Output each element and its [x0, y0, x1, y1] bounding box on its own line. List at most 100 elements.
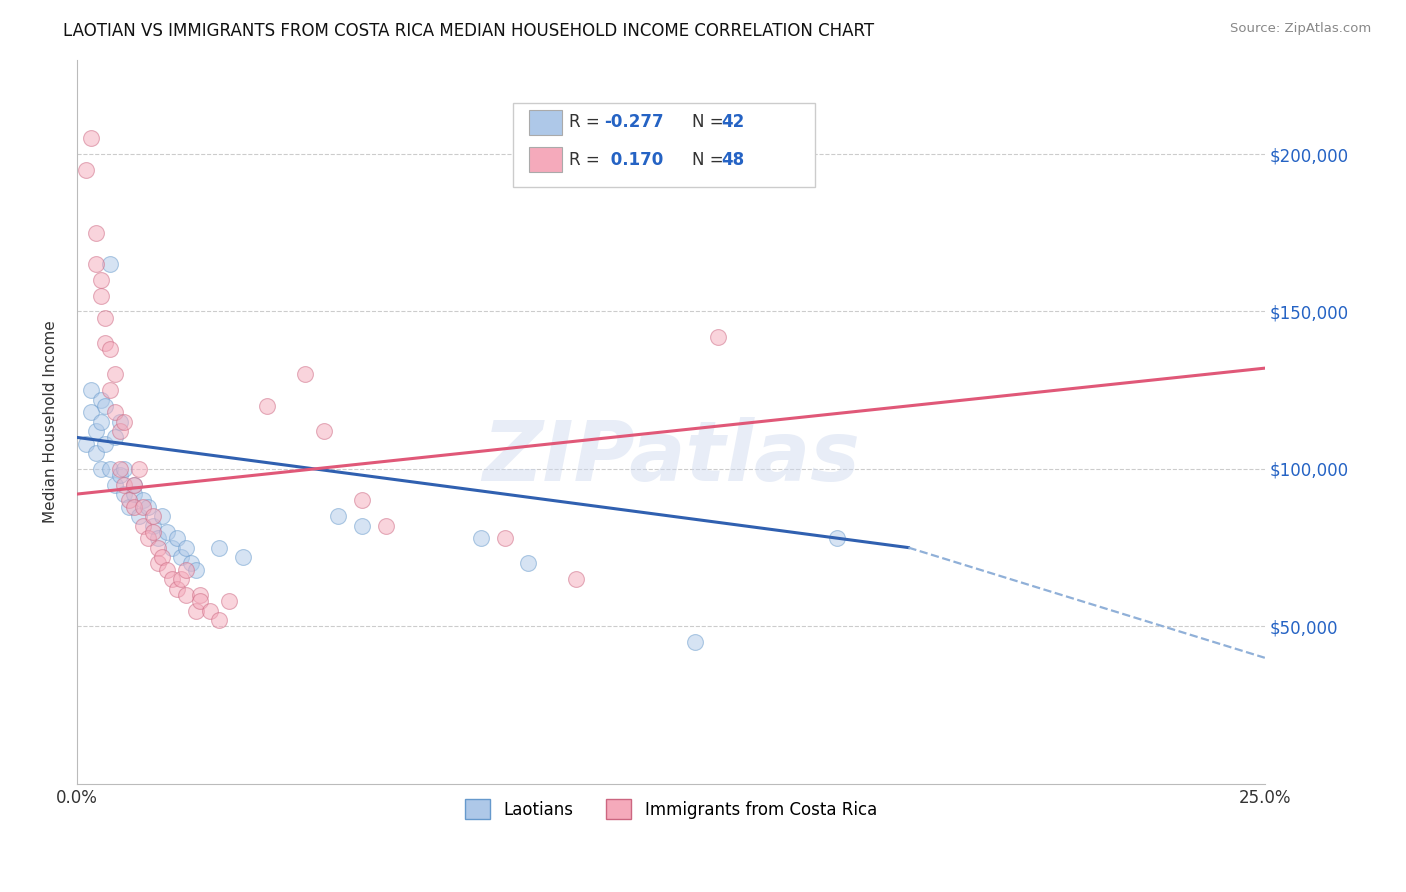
Point: [825, 531, 848, 545]
Point: [350, 518, 373, 533]
Point: [312, 424, 335, 438]
Point: [94, 310, 117, 325]
Point: [108, 424, 131, 438]
Point: [166, 582, 188, 596]
Point: [84, 226, 107, 240]
Point: [517, 557, 540, 571]
Point: [132, 518, 155, 533]
Point: [707, 329, 730, 343]
Point: [90, 462, 112, 476]
Point: [156, 563, 179, 577]
Point: [184, 603, 207, 617]
Text: R =: R =: [569, 151, 606, 169]
Point: [118, 500, 141, 514]
Point: [132, 493, 155, 508]
Point: [112, 415, 135, 429]
Text: ZIPatlas: ZIPatlas: [482, 417, 860, 499]
Y-axis label: Median Household Income: Median Household Income: [44, 320, 58, 523]
Point: [122, 477, 145, 491]
Point: [75, 436, 97, 450]
Point: [146, 531, 169, 545]
Point: [118, 493, 141, 508]
Point: [98, 257, 121, 271]
Point: [112, 477, 135, 491]
Point: [180, 557, 202, 571]
Point: [146, 557, 169, 571]
Point: [160, 541, 183, 555]
Point: [98, 462, 121, 476]
Point: [218, 594, 240, 608]
Point: [98, 343, 121, 357]
Legend: Laotians, Immigrants from Costa Rica: Laotians, Immigrants from Costa Rica: [458, 792, 883, 826]
Point: [122, 477, 145, 491]
Point: [470, 531, 492, 545]
Point: [565, 572, 588, 586]
Text: R =: R =: [569, 113, 606, 131]
Point: [136, 531, 159, 545]
Text: Source: ZipAtlas.com: Source: ZipAtlas.com: [1230, 22, 1371, 36]
Point: [75, 162, 97, 177]
Text: -0.277: -0.277: [605, 113, 664, 131]
Text: N =: N =: [692, 151, 728, 169]
Point: [208, 541, 231, 555]
Point: [256, 399, 278, 413]
Point: [494, 531, 516, 545]
Point: [142, 518, 165, 533]
Point: [122, 500, 145, 514]
Point: [184, 563, 207, 577]
Point: [198, 603, 221, 617]
Point: [174, 588, 197, 602]
Point: [84, 424, 107, 438]
Point: [80, 131, 103, 145]
Point: [146, 541, 169, 555]
Point: [128, 509, 150, 524]
Point: [142, 524, 165, 539]
Text: 48: 48: [721, 151, 744, 169]
Point: [84, 446, 107, 460]
Point: [170, 572, 193, 586]
Text: LAOTIAN VS IMMIGRANTS FROM COSTA RICA MEDIAN HOUSEHOLD INCOME CORRELATION CHART: LAOTIAN VS IMMIGRANTS FROM COSTA RICA ME…: [63, 22, 875, 40]
Text: 42: 42: [721, 113, 745, 131]
Point: [160, 572, 183, 586]
Point: [350, 493, 373, 508]
Point: [190, 588, 212, 602]
Point: [104, 477, 127, 491]
Point: [136, 500, 159, 514]
Point: [374, 518, 396, 533]
Point: [683, 635, 706, 649]
Point: [84, 257, 107, 271]
Point: [128, 462, 150, 476]
Text: N =: N =: [692, 113, 728, 131]
Point: [142, 509, 165, 524]
Point: [90, 273, 112, 287]
Point: [112, 487, 135, 501]
Point: [122, 487, 145, 501]
Point: [208, 613, 231, 627]
Point: [108, 468, 131, 483]
Point: [170, 549, 193, 564]
Point: [156, 524, 179, 539]
Point: [174, 541, 197, 555]
Point: [132, 500, 155, 514]
Point: [90, 415, 112, 429]
Point: [174, 563, 197, 577]
Point: [108, 415, 131, 429]
Point: [104, 405, 127, 419]
Point: [80, 383, 103, 397]
Point: [90, 289, 112, 303]
Point: [112, 462, 135, 476]
Point: [94, 436, 117, 450]
Point: [232, 549, 254, 564]
Point: [166, 531, 188, 545]
Point: [190, 594, 212, 608]
Point: [80, 405, 103, 419]
Point: [328, 509, 350, 524]
Point: [104, 430, 127, 444]
Point: [104, 368, 127, 382]
Point: [152, 549, 174, 564]
Point: [108, 462, 131, 476]
Point: [294, 368, 316, 382]
Text: 0.170: 0.170: [605, 151, 662, 169]
Point: [94, 399, 117, 413]
Point: [98, 383, 121, 397]
